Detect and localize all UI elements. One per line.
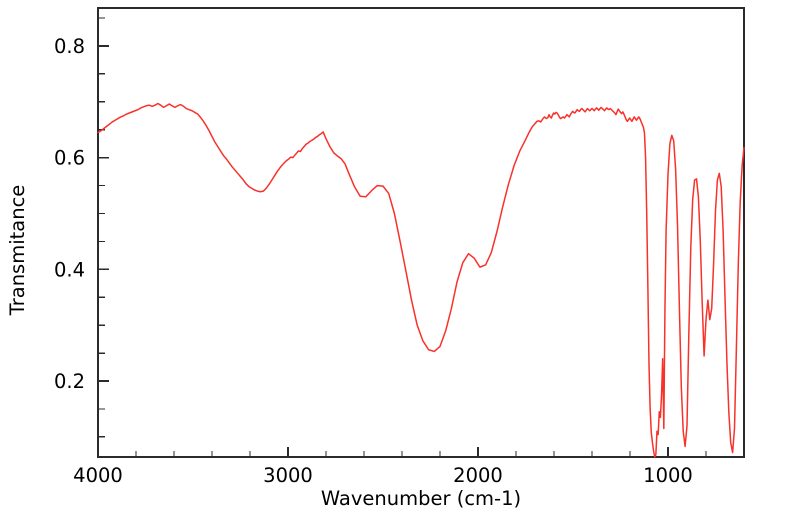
x-tick-label: 3000 — [263, 464, 313, 487]
x-tick-label: 4000 — [73, 464, 123, 487]
y-tick-label: 0.6 — [54, 147, 85, 170]
y-tick-label: 0.2 — [54, 370, 85, 393]
spectrum-line — [97, 102, 745, 458]
axis-tick-labels: 4000 3000 2000 1000 0.2 0.4 0.6 0.8 — [54, 35, 693, 487]
y-tick-label: 0.4 — [54, 258, 85, 281]
spectrum-curve — [97, 102, 745, 458]
x-tick-label: 1000 — [643, 464, 693, 487]
y-tick-label: 0.8 — [54, 35, 85, 58]
x-tick-label: 2000 — [453, 464, 503, 487]
axis-ticks — [97, 17, 745, 457]
